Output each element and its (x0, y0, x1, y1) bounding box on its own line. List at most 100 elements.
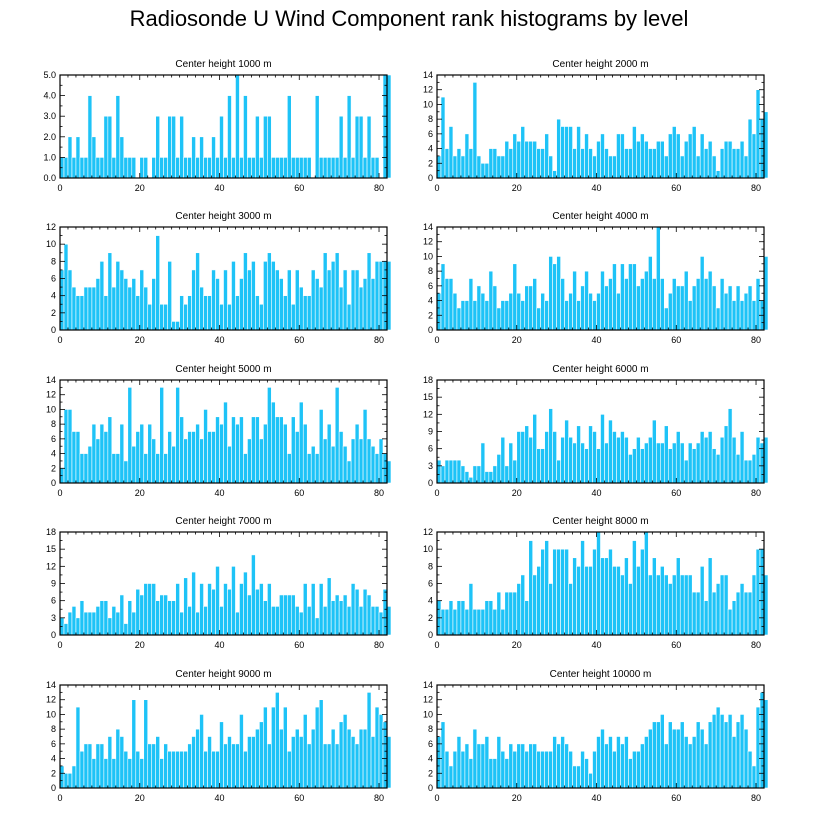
histogram-bar (656, 140, 661, 179)
histogram-bar (652, 419, 657, 484)
histogram-bar (715, 170, 721, 179)
histogram-bar (175, 321, 180, 331)
histogram-bar (370, 445, 376, 484)
histogram-bar (548, 408, 553, 484)
histogram-bar (723, 140, 729, 179)
histogram-bar (362, 157, 368, 179)
panel-title: Center height 1000 m (175, 59, 271, 70)
histogram-bar (620, 263, 625, 331)
histogram-bar (512, 750, 518, 789)
histogram-bar (267, 252, 272, 331)
histogram-bar (492, 608, 498, 636)
histogram-bar (552, 548, 557, 636)
histogram-bar (191, 269, 196, 331)
histogram-bar (596, 292, 601, 331)
x-tick-label: 20 (512, 640, 522, 650)
histogram-bar (444, 459, 450, 484)
y-tick-label: 12 (46, 222, 56, 232)
histogram-bar (326, 157, 332, 179)
histogram-bar (67, 269, 73, 331)
histogram-bar (640, 448, 645, 484)
histogram-bar (444, 278, 450, 331)
histogram-bar (310, 445, 316, 484)
histogram-bar (604, 148, 609, 179)
histogram-bar (755, 436, 761, 484)
histogram-bar (326, 743, 332, 789)
histogram-bar (608, 419, 613, 484)
histogram-bar (342, 594, 348, 636)
histogram-bar (604, 285, 609, 331)
histogram-bar (532, 414, 537, 484)
histogram-bar (127, 600, 133, 636)
histogram-bar (671, 574, 677, 636)
histogram-bar (735, 148, 741, 179)
histogram-bar (520, 300, 526, 331)
histogram-bar (687, 300, 693, 331)
x-tick-label: 40 (592, 793, 602, 803)
histogram-bar (516, 140, 522, 179)
histogram-bar (683, 574, 689, 636)
y-tick-label: 4 (51, 449, 56, 459)
histogram-bar (652, 721, 657, 789)
histogram-bar (667, 448, 673, 484)
x-tick-label: 20 (512, 793, 522, 803)
histogram-bar (302, 714, 308, 789)
histogram-bar (472, 465, 478, 484)
histogram-bar (71, 765, 77, 789)
histogram-bar (456, 600, 462, 636)
histogram-bar (71, 606, 77, 636)
histogram-bar (123, 278, 129, 331)
histogram-bar (715, 307, 721, 331)
y-tick-label: 14 (423, 222, 433, 232)
histogram-bar (151, 583, 157, 636)
histogram-bar (103, 295, 109, 331)
x-tick-label: 60 (294, 640, 304, 650)
histogram-bar (239, 278, 244, 331)
histogram-bar (504, 591, 510, 636)
histogram-bar (644, 140, 649, 179)
histogram-bar (346, 728, 352, 789)
histogram-bar (731, 300, 737, 331)
histogram-bar (314, 278, 320, 331)
x-tick-label: 40 (592, 488, 602, 498)
histogram-bar (703, 743, 709, 789)
y-tick-label: 1.0 (43, 152, 56, 162)
histogram-bar (584, 133, 589, 179)
histogram-bar (350, 583, 356, 636)
x-tick-label: 40 (215, 183, 225, 193)
y-tick-label: 4 (428, 296, 433, 306)
panel-5: Center height 5000 m 0 20 40 60 80 0 2 4 6 8 10 12 14 (46, 364, 392, 498)
x-tick-label: 0 (434, 640, 439, 650)
histogram-bar (207, 583, 212, 636)
histogram-bar (671, 278, 677, 331)
histogram-bar (362, 588, 368, 636)
histogram-bar (107, 252, 113, 331)
x-tick-label: 60 (671, 793, 681, 803)
histogram-bar (707, 557, 713, 636)
y-tick-label: 0.0 (43, 173, 56, 183)
histogram-bar (640, 548, 645, 636)
histogram-bar (326, 269, 332, 331)
histogram-bar (660, 442, 665, 484)
histogram-bar (263, 423, 268, 484)
histogram-bar (195, 423, 200, 484)
histogram-bar (492, 148, 498, 179)
y-tick-label: 12 (423, 85, 433, 95)
histogram-bar (223, 157, 228, 179)
histogram-bar (243, 453, 248, 484)
histogram-bar (330, 261, 336, 331)
histogram-bar (358, 606, 364, 636)
histogram-bar (143, 583, 149, 636)
histogram-bar (63, 623, 69, 636)
histogram-bar (123, 623, 129, 636)
histogram-bar (448, 459, 454, 484)
histogram-bar (711, 714, 717, 789)
histogram-bar (632, 126, 637, 179)
histogram-bar (255, 115, 260, 179)
histogram-bar (235, 611, 240, 636)
histogram-bar (119, 423, 125, 484)
histogram-bar (747, 459, 753, 484)
histogram-bar (715, 706, 721, 789)
histogram-bar (492, 285, 498, 331)
histogram-bar (298, 736, 304, 789)
